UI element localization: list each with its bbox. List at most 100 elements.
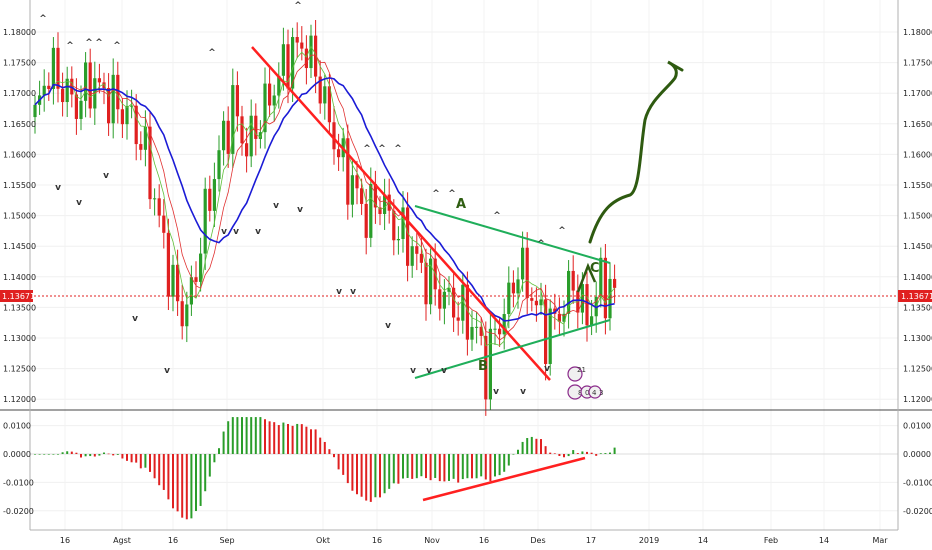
time-tick-label: Feb [764, 536, 778, 545]
candle-body [452, 287, 456, 318]
time-axis[interactable]: 16 Agst 16 Sep Okt 16 Nov 16 Des 17 2019 14 Feb 14 Mar [60, 536, 888, 545]
oscillator-bar [139, 454, 142, 469]
price-tick-left-label: 1.15000 [3, 212, 36, 221]
candle-body [51, 47, 55, 89]
oscillator-bar [595, 454, 598, 456]
candle-body [585, 284, 589, 326]
candle-body [461, 284, 465, 321]
candle-body [107, 88, 111, 124]
oscillator-bar [544, 446, 547, 454]
left-price-axis[interactable]: 1.18000 1.17500 1.17000 1.16500 1.16000 1.155… [3, 28, 36, 516]
price-tick-left-label: 1.14500 [3, 242, 36, 251]
candle-body [88, 62, 92, 109]
oscillator-bar [172, 454, 174, 509]
candle-body [277, 75, 281, 96]
fractal-up-marker: ^ [378, 144, 386, 154]
candle-body [530, 298, 534, 301]
oscillator-bar [61, 452, 64, 454]
event-badges[interactable]: 21 8 0 4 3 [567, 366, 603, 400]
oscillator-bar [268, 421, 271, 454]
event-badge-2-text: 8 [578, 389, 582, 397]
oscillator-bar [250, 417, 253, 454]
oscillator-bar [351, 454, 354, 491]
candle-body [245, 143, 249, 157]
event-badge-4[interactable] [588, 385, 602, 399]
candle-body [176, 264, 180, 302]
candle-body [346, 138, 350, 205]
oscillator-bar [586, 451, 588, 454]
oscillator-bar [107, 453, 110, 455]
oscillator-bar [130, 454, 133, 463]
time-tick-label: Mar [872, 536, 888, 545]
oscillator-bar [38, 454, 41, 455]
candle-body [189, 277, 193, 305]
oscillator-bar [208, 454, 211, 477]
fractal-down-marker: v [255, 227, 261, 237]
oscillator-bar [47, 454, 50, 455]
fractal-up-marker: ^ [66, 41, 74, 51]
oscillator-bar [195, 454, 197, 512]
oscillator-bar [190, 454, 193, 519]
fractal-up-marker: ^ [85, 38, 93, 48]
candle-body [254, 115, 258, 139]
price-tick-left-label: 1.14000 [3, 273, 36, 282]
time-tick-label: Okt [316, 536, 330, 545]
event-badge-1[interactable] [567, 366, 583, 382]
price-tag-left: 1.13671 [0, 290, 35, 302]
price-tick-right-label: 1.13500 [903, 303, 932, 312]
oscillator-bar [425, 454, 427, 479]
oscillator-bar [103, 452, 105, 454]
candle-body [392, 210, 396, 241]
oscillator-bar [70, 451, 73, 454]
oscillator-bar [116, 454, 119, 455]
candle-body [281, 44, 285, 76]
oscillator-bar [52, 454, 55, 455]
candle-body [456, 317, 460, 321]
candle-body [212, 179, 216, 211]
candle-body [553, 308, 557, 314]
oscillator-bar [429, 454, 432, 481]
oscillator-bar [346, 454, 349, 484]
oscillator-panel[interactable] [30, 412, 898, 526]
time-tick-label: 17 [586, 536, 596, 545]
candle-body [447, 287, 451, 292]
price-tick-left-label: 1.12000 [3, 395, 36, 404]
candle-body [79, 100, 83, 119]
oscillator-bar [75, 452, 78, 454]
candle-body [383, 194, 387, 215]
wave-label-b: B [478, 359, 488, 374]
right-price-axis[interactable]: 1.18000 1.17500 1.17000 1.16500 1.16000 1.155… [903, 28, 932, 516]
price-tick-right-label: 1.12500 [903, 365, 932, 374]
oscillator-bar [434, 454, 437, 478]
candle-body [327, 86, 331, 123]
oscillator-bar [314, 429, 317, 454]
oscillator-bar [264, 419, 266, 454]
fractal-up-marker: ^ [448, 189, 456, 199]
oscillator-histogram [30, 417, 898, 520]
price-tag-right-text: 1.13671 [901, 292, 932, 301]
oscillator-bar [34, 454, 36, 455]
candle-body [42, 85, 46, 96]
osc-tick-right-label: 0.0000 [903, 450, 931, 459]
oscillator-bar [576, 453, 579, 454]
oscillator-bar [277, 425, 280, 454]
price-tick-right-label: 1.17000 [903, 89, 932, 98]
price-panel[interactable] [30, 2, 898, 408]
price-tick-left-label: 1.16500 [3, 120, 36, 129]
candle-body [613, 278, 617, 288]
candle-body [300, 42, 304, 49]
candle-body [309, 35, 313, 69]
price-tick-right-label: 1.12000 [903, 395, 932, 404]
candle-body [548, 308, 552, 364]
oscillator-bar [227, 421, 230, 454]
price-tag-left-text: 1.13671 [2, 292, 35, 301]
fractal-down-marker: v [336, 287, 342, 297]
oscillator-bar [365, 454, 368, 501]
fractal-down-marker: v [55, 183, 61, 193]
oscillator-bar [305, 426, 308, 454]
oscillator-bar [300, 424, 303, 454]
oscillator-bar [411, 454, 414, 479]
candle-body [231, 85, 235, 154]
grid-lines [30, 0, 898, 530]
